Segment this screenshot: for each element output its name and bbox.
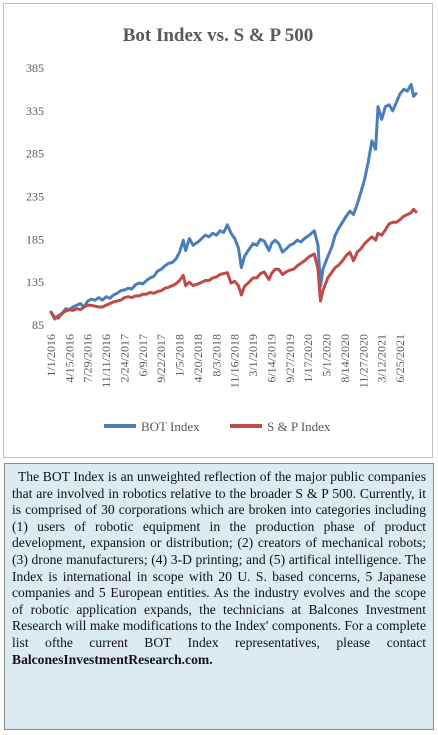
series-line-sp-index (49, 207, 418, 320)
description-text: The BOT Index is an unweighted reflectio… (12, 469, 426, 668)
series-group (49, 82, 418, 321)
x-tick-label: 6/14/2019 (264, 334, 278, 383)
x-tick-label: 4/20/2018 (191, 334, 205, 383)
contact-link[interactable]: BalconesInvestmentResearch.com. (12, 651, 213, 667)
x-tick-label: 1/1/2016 (44, 334, 58, 377)
y-tick-label: 385 (26, 61, 44, 75)
x-tick-label: 11/11/2016 (99, 334, 113, 388)
x-tick-label: 4/15/2016 (62, 334, 76, 383)
y-tick-label: 185 (26, 232, 44, 246)
x-tick-label: 7/29/2016 (81, 334, 95, 383)
x-tick-label: 9/22/2017 (154, 334, 168, 383)
description-body: The BOT Index is an unweighted reflectio… (12, 469, 426, 650)
chart-container: Bot Index vs. S & P 500 85 135 185 235 285 33… (3, 3, 433, 458)
x-tick-label: 6/9/2017 (136, 334, 150, 377)
y-tick-label: 285 (26, 147, 44, 161)
series-line-bot-index (49, 82, 418, 321)
legend-label: S & P Index (267, 419, 331, 434)
x-tick-label: 2/24/2017 (117, 334, 131, 383)
chart-title: Bot Index vs. S & P 500 (123, 25, 314, 46)
y-tick-label: 235 (26, 190, 44, 204)
x-tick-label: 1/17/2020 (301, 334, 315, 383)
x-tick-label: 8/14/2020 (338, 334, 352, 383)
x-tick-label: 8/3/2018 (209, 334, 223, 377)
x-tick-label: 3/12/2021 (375, 334, 389, 383)
x-tick-label: 11/16/2018 (228, 334, 242, 388)
x-tick-label: 11/27/2020 (356, 334, 370, 388)
legend: BOT Index S & P Index (104, 419, 331, 434)
y-tick-label: 85 (32, 318, 44, 332)
description-box: The BOT Index is an unweighted reflectio… (4, 463, 434, 730)
x-tick-label: 3/1/2019 (246, 334, 260, 377)
legend-label: BOT Index (141, 419, 200, 434)
x-tick-label: 1/5/2018 (173, 334, 187, 377)
x-tick-label: 5/1/2020 (320, 334, 334, 377)
x-tick-label: 9/27/2019 (283, 334, 297, 383)
y-axis: 85 135 185 235 285 335 385 (26, 61, 44, 332)
y-tick-label: 335 (26, 104, 44, 118)
x-axis: 1/1/2016 4/15/2016 7/29/2016 11/11/2016 2/24… (44, 334, 407, 388)
y-tick-label: 135 (26, 275, 44, 289)
x-tick-label: 6/25/2021 (393, 334, 407, 383)
line-chart: Bot Index vs. S & P 500 85 135 185 235 285 33… (26, 25, 418, 434)
